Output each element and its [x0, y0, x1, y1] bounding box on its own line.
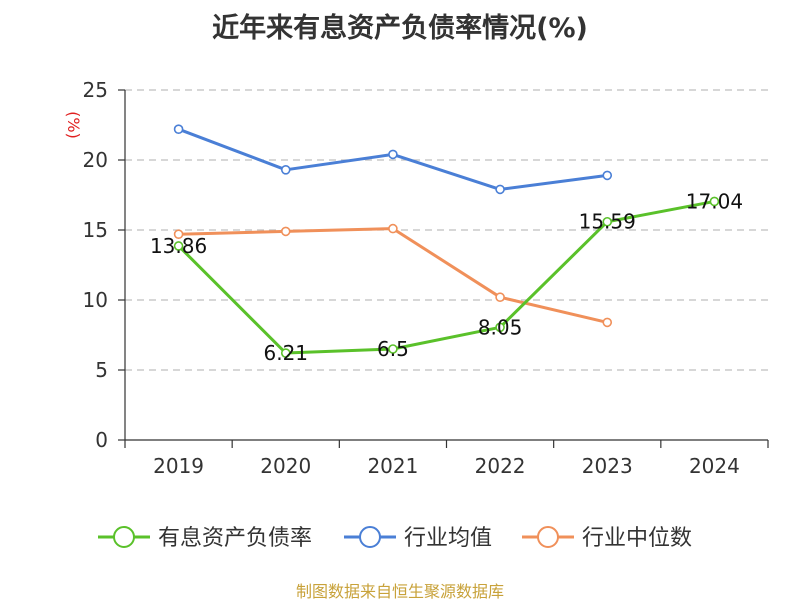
legend-label: 行业均值 [404, 526, 492, 551]
data-point [388, 223, 398, 234]
data-point [280, 226, 291, 237]
chart-title: 近年来有息资产负债率情况(%) [212, 13, 588, 44]
y-axis-label: (%) [64, 111, 83, 139]
y-tick-label: 25 [83, 78, 108, 102]
series-line-1 [177, 199, 715, 355]
data-point [280, 165, 291, 175]
x-tick-label: 2022 [475, 454, 526, 478]
data-point [495, 322, 505, 333]
data-point [709, 196, 720, 207]
data-point [602, 170, 613, 181]
data-label: 13.86 [150, 234, 207, 258]
legend-label: 行业中位数 [582, 526, 692, 551]
axes: 0 5 10 15 20 25 2019 2020 2021 2022 2023 2024 (%) [64, 78, 769, 478]
data-point [388, 149, 398, 160]
data-point [173, 241, 184, 251]
x-tick-label: 2023 [582, 454, 633, 478]
data-label: 6.5 [377, 337, 409, 361]
data-point [173, 229, 184, 239]
legend-marker-icon [113, 526, 135, 548]
y-tick-label: 20 [83, 148, 108, 172]
data-labels: 13.86 6.21 6.5 8.05 15.59 17.04 [150, 189, 743, 365]
legend-label: 有息资产负债率 [158, 526, 312, 551]
legend-item-3: 行业中位数 [522, 526, 692, 551]
data-label: 15.59 [579, 210, 636, 234]
legend-item-1: 有息资产负债率 [98, 526, 312, 551]
y-tick-label: 10 [83, 288, 108, 312]
data-point [602, 216, 613, 227]
series-line-2 [178, 127, 608, 191]
y-tick-label: 0 [95, 428, 108, 452]
x-tick-label: 2020 [260, 454, 311, 478]
legend-item-2: 行业均值 [344, 526, 492, 551]
legend-marker-icon [359, 526, 381, 548]
x-tick-label: 2024 [689, 454, 740, 478]
data-point [388, 344, 398, 354]
x-tick-label: 2021 [367, 454, 418, 478]
source-note: 制图数据来自恒生聚源数据库 [295, 582, 504, 601]
data-label: 17.04 [686, 189, 743, 213]
data-label: 8.05 [478, 315, 523, 339]
data-point [602, 317, 613, 328]
gridlines [125, 89, 768, 371]
data-point [495, 184, 505, 195]
series-layer [173, 124, 720, 358]
y-tick-label: 15 [83, 218, 108, 242]
data-point [495, 292, 505, 303]
legend-marker-icon [537, 526, 559, 548]
legend: 有息资产负债率 行业均值 行业中位数 [98, 526, 692, 551]
data-point [173, 124, 184, 134]
x-tick-label: 2019 [153, 454, 204, 478]
data-label: 6.21 [263, 341, 308, 365]
data-point [280, 348, 291, 358]
y-tick-label: 5 [95, 358, 108, 382]
